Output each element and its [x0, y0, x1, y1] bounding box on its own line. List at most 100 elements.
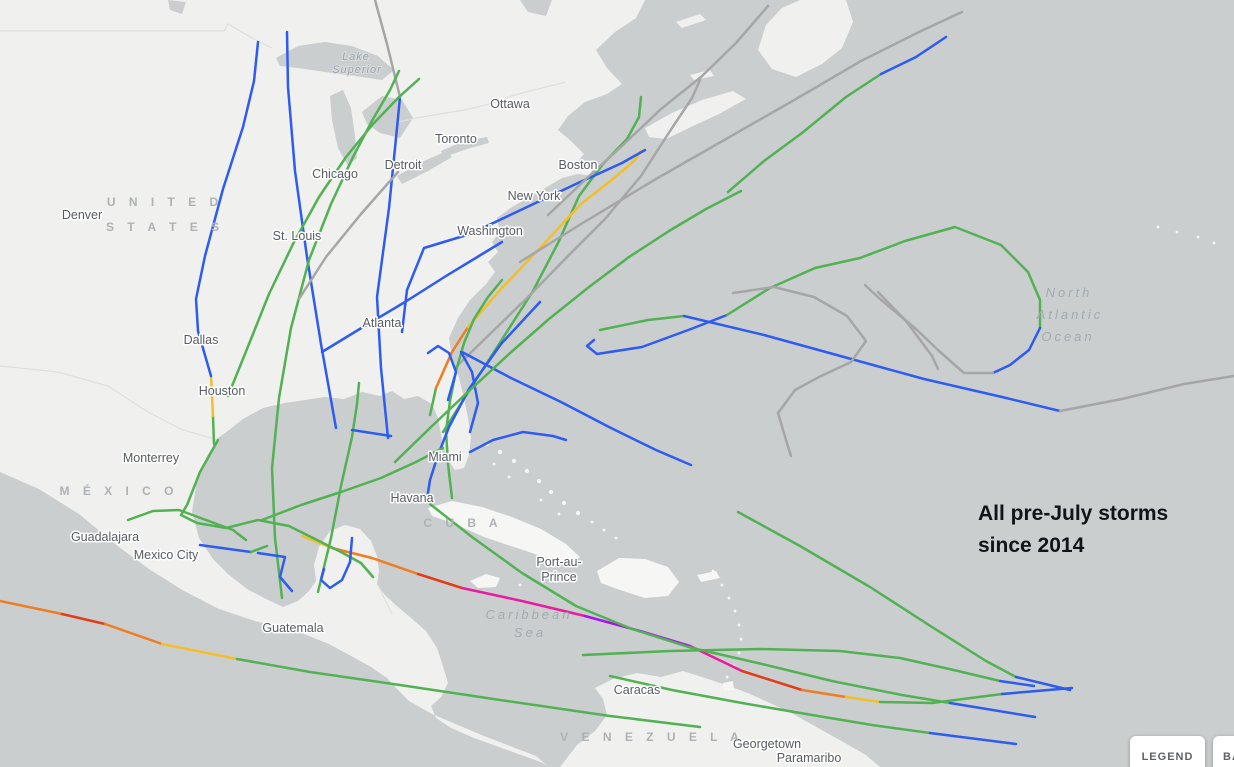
- storm-track-dallas-track[interactable]: [211, 414, 216, 446]
- storm-track-coastal-yellow[interactable]: [466, 149, 643, 329]
- storm-track-mexico-squiggle[interactable]: [198, 543, 253, 554]
- storm-track-northeast-green-blue[interactable]: [879, 35, 948, 76]
- storm-track-long-diagonal-blue[interactable]: [682, 314, 1062, 413]
- small-island: [497, 449, 503, 455]
- storm-track-miami-blue[interactable]: [468, 430, 568, 454]
- sea-label-sea: Sea: [514, 625, 546, 640]
- small-island: [711, 569, 715, 573]
- storm-track-cuba-long-green[interactable]: [428, 502, 952, 705]
- storm-track-coastal-yellow[interactable]: [428, 386, 438, 417]
- city-label-port-au-: Port-au-: [536, 555, 581, 569]
- storm-track-caribbean-major-hurricane[interactable]: [740, 669, 804, 692]
- city-label-ottawa: Ottawa: [490, 97, 530, 111]
- storm-track-yucatan-blue-hook[interactable]: [319, 536, 354, 590]
- small-island: [739, 637, 743, 641]
- storm-track-caribbean-major-hurricane[interactable]: [844, 695, 882, 704]
- storm-track-southeast-blue[interactable]: [425, 300, 542, 501]
- storm-track-detroit-gray[interactable]: [297, 170, 400, 301]
- storm-track-pacific-hurricane[interactable]: [235, 657, 702, 729]
- small-island: [737, 623, 741, 627]
- storm-track-caribbean-major-hurricane[interactable]: [416, 572, 464, 590]
- storm-track-campeche-blue[interactable]: [256, 551, 294, 593]
- small-island: [539, 498, 543, 502]
- storm-track-caribbean-major-hurricane[interactable]: [460, 586, 587, 618]
- small-island: [1156, 225, 1160, 229]
- storm-track-gray-northeast-b[interactable]: [518, 10, 964, 264]
- lake-label-lake: Lake: [342, 51, 370, 63]
- country-label-c-u-b-a: C U B A: [423, 516, 502, 530]
- storm-track-mexico-coastal-green[interactable]: [179, 438, 375, 579]
- storm-track-fan-green-2[interactable]: [393, 189, 743, 464]
- small-island: [733, 609, 737, 613]
- storm-track-coastal-yellow[interactable]: [434, 325, 470, 390]
- small-island: [727, 596, 731, 600]
- storm-track-gray-inner[interactable]: [876, 290, 940, 371]
- small-island: [557, 512, 561, 516]
- storm-track-atlantic-loop[interactable]: [585, 313, 729, 356]
- storm-track-caracas-green[interactable]: [608, 674, 932, 735]
- city-label-miami: Miami: [428, 450, 461, 464]
- storm-track-long-diagonal-blue[interactable]: [1058, 374, 1234, 413]
- small-island: [614, 536, 618, 540]
- storm-track-gray-northeast-a[interactable]: [546, 4, 770, 217]
- storm-track-gulf-green-2[interactable]: [226, 77, 421, 398]
- small-island: [518, 583, 522, 587]
- storm-track-gulf-green-1[interactable]: [270, 69, 401, 600]
- storm-track-pacific-hurricane[interactable]: [0, 599, 64, 616]
- city-label-houston: Houston: [199, 384, 246, 398]
- city-label-boston: Boston: [559, 158, 598, 172]
- title-line-2: since 2014: [978, 534, 1085, 557]
- basemap-button[interactable]: BA: [1213, 736, 1234, 767]
- city-label-georgetown: Georgetown: [733, 737, 801, 751]
- storm-track-atlantic-green-upper[interactable]: [1014, 675, 1072, 692]
- storm-track-lake-superior-track[interactable]: [375, 95, 402, 440]
- small-island: [737, 651, 741, 655]
- storm-track-long-diagonal-blue[interactable]: [598, 314, 686, 332]
- storm-track-caribbean-major-hurricane[interactable]: [878, 692, 1004, 705]
- lake-label-superior: Superior: [332, 64, 382, 76]
- storm-track-washington-sw-blue[interactable]: [320, 240, 504, 354]
- city-label-chicago: Chicago: [312, 167, 358, 181]
- storm-track-gray-loop-open[interactable]: [731, 285, 868, 458]
- storm-track-coast-gray[interactable]: [453, 78, 702, 370]
- legend-button[interactable]: LEGEND: [1130, 736, 1205, 767]
- storm-track-gulf-diagonal-green[interactable]: [260, 446, 445, 522]
- country-label-u-n-i-t-e-d: U N I T E D: [107, 195, 223, 209]
- storm-track-newyork-blue[interactable]: [400, 148, 647, 334]
- storm-tracks[interactable]: [0, 0, 1234, 746]
- islands: [428, 225, 1216, 691]
- storm-track-carolina-knot-2[interactable]: [459, 350, 480, 434]
- map-labels: Denver Chicago Detroit Toronto Ottawa Boston N…: [59, 50, 1100, 767]
- storm-track-caribbean-major-hurricane[interactable]: [1000, 686, 1074, 696]
- storm-track-midwest-blue[interactable]: [285, 30, 338, 430]
- storm-track-mexico-squiggle[interactable]: [249, 544, 269, 554]
- storm-track-carolina-knot-1[interactable]: [426, 344, 458, 402]
- storm-track-atlantic-green-mid[interactable]: [998, 679, 1036, 688]
- storm-track-pacific-hurricane[interactable]: [160, 642, 239, 661]
- small-island: [590, 520, 594, 524]
- storm-track-atlantic-green-mid[interactable]: [581, 647, 1002, 683]
- storm-track-atlantic-green-upper[interactable]: [736, 510, 1018, 679]
- title-line-1: All pre-July storms: [978, 502, 1169, 525]
- storm-track-gulf-blue-bit[interactable]: [350, 428, 393, 438]
- small-island: [725, 675, 729, 679]
- storm-track-pacific-hurricane[interactable]: [103, 622, 164, 646]
- storm-track-dallas-track[interactable]: [209, 374, 215, 418]
- city-label-st-louis: St. Louis: [273, 229, 322, 243]
- storm-track-northeast-green-blue[interactable]: [726, 72, 883, 194]
- storm-track-caribbean-major-hurricane[interactable]: [330, 546, 420, 576]
- storm-track-atlantic-loop[interactable]: [863, 283, 995, 375]
- storm-track-caribbean-major-hurricane[interactable]: [800, 688, 848, 699]
- city-label-mexico-city: Mexico City: [134, 548, 199, 562]
- city-label-detroit: Detroit: [385, 158, 422, 172]
- city-label-paramaribo: Paramaribo: [777, 751, 842, 765]
- storm-track-cuba-long-green[interactable]: [948, 701, 1037, 719]
- storm-track-dallas-track[interactable]: [194, 40, 260, 378]
- storm-track-offshore-se-blue[interactable]: [460, 350, 693, 467]
- storm-track-mexico-squiggle[interactable]: [126, 508, 248, 542]
- storm-track-pacific-hurricane[interactable]: [60, 612, 107, 626]
- storm-track-atlantic-loop[interactable]: [991, 326, 1042, 375]
- storm-track-caracas-green[interactable]: [928, 731, 1018, 746]
- storm-track-atlantic-loop[interactable]: [725, 225, 1042, 330]
